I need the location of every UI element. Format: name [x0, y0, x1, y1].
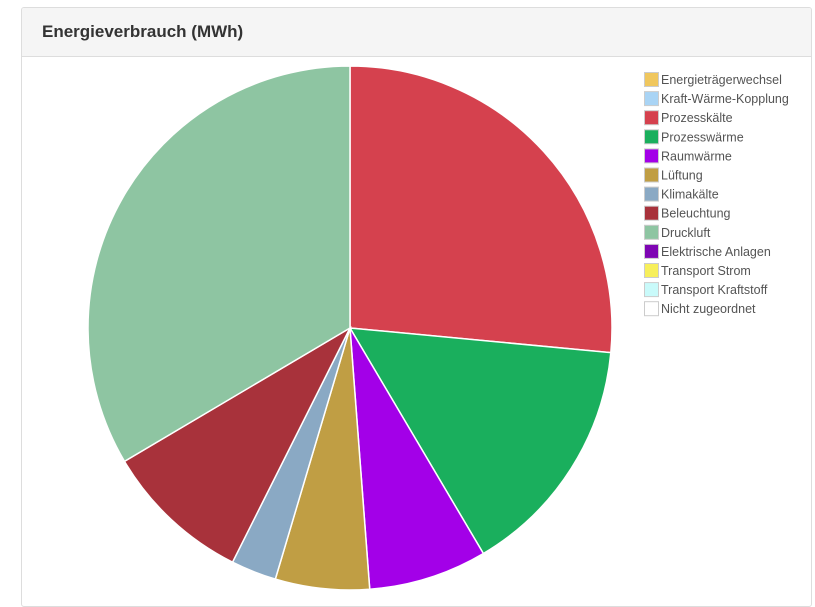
legend-item-prozesskaelte[interactable]: Prozesskälte — [644, 110, 733, 126]
legend-swatch — [644, 282, 659, 298]
legend-label: Beleuchtung — [661, 207, 731, 221]
legend-label: Druckluft — [661, 226, 711, 240]
pie-chart: Energieträgerwechsel Kraft-Wärme-Kopplung… — [87, 65, 789, 591]
legend-item-klimakaelte[interactable]: Klimakälte — [644, 186, 719, 202]
legend-label: Raumwärme — [661, 149, 732, 163]
legend-item-kraft-waerme-kopplung[interactable]: Kraft-Wärme-Kopplung — [644, 91, 789, 107]
legend-swatch — [644, 129, 659, 145]
pie-slice-prozesswaerme[interactable] — [348, 327, 612, 555]
legend-item-lueftung[interactable]: Lüftung — [644, 167, 703, 183]
legend-label: Nicht zugeordnet — [661, 302, 756, 316]
legend-item-transport-kraftstoff[interactable]: Transport Kraftstoff — [644, 282, 768, 298]
pie-slice-beleuchtung[interactable] — [123, 326, 352, 564]
legend-item-energietraegerwechsel[interactable]: Energieträgerwechsel — [644, 72, 782, 88]
legend-swatch — [644, 263, 659, 278]
legend-swatch — [644, 205, 659, 221]
legend-label: Transport Strom — [661, 264, 751, 278]
legend-item-raumwaerme[interactable]: Raumwärme — [644, 148, 732, 164]
legend-swatch — [644, 91, 659, 107]
legend-item-druckluft[interactable]: Druckluft — [644, 224, 711, 240]
chart-area: Energieträgerwechsel Kraft-Wärme-Kopplung… — [22, 57, 811, 606]
pie-slice-druckluft[interactable] — [87, 65, 351, 463]
legend-item-beleuchtung[interactable]: Beleuchtung — [644, 205, 731, 221]
legend-label: Energieträgerwechsel — [661, 73, 782, 87]
pie-slices — [87, 65, 613, 591]
chart-panel: Energieverbrauch (MWh) Energieträgerwech… — [21, 7, 812, 607]
legend-swatch — [644, 243, 659, 259]
legend-swatch — [644, 186, 659, 202]
legend-swatch — [644, 167, 659, 183]
legend-label: Transport Kraftstoff — [661, 283, 768, 297]
legend-item-nicht-zugeordnet[interactable]: Nicht zugeordnet — [644, 301, 757, 317]
legend-swatch — [644, 72, 659, 87]
legend-label: Kraft-Wärme-Kopplung — [661, 92, 789, 106]
legend-swatch — [644, 224, 659, 240]
pie-slice-prozesskaelte[interactable] — [349, 65, 613, 354]
legend-swatch — [644, 148, 659, 164]
legend-label: Prozesskälte — [661, 111, 733, 125]
legend-label: Lüftung — [661, 169, 703, 183]
legend-item-prozesswaerme[interactable]: Prozesswärme — [644, 129, 744, 145]
chart-legend: Energieträgerwechsel Kraft-Wärme-Kopplung… — [644, 72, 789, 317]
panel-heading: Energieverbrauch (MWh) — [22, 8, 811, 57]
legend-label: Prozesswärme — [661, 130, 744, 144]
legend-item-transport-strom[interactable]: Transport Strom — [644, 263, 751, 279]
legend-swatch — [644, 110, 659, 126]
panel-title: Energieverbrauch (MWh) — [42, 22, 244, 41]
legend-label: Elektrische Anlagen — [661, 245, 771, 259]
legend-item-elektrische-anlagen[interactable]: Elektrische Anlagen — [644, 243, 771, 259]
legend-swatch — [644, 301, 659, 317]
legend-label: Klimakälte — [661, 188, 719, 202]
pie-slice-raumwaerme[interactable] — [349, 327, 485, 591]
